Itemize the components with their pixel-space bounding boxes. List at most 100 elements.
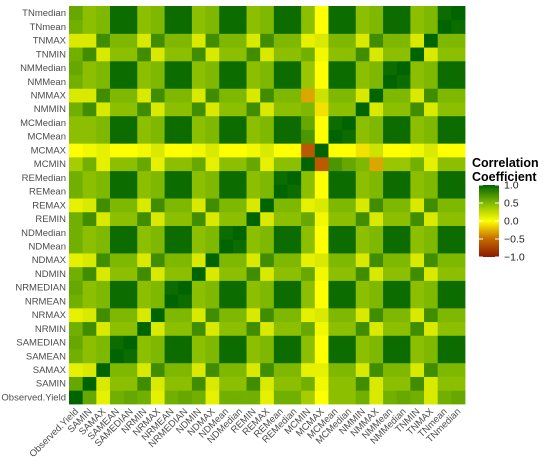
heatmap-cell [410,376,425,391]
heatmap-cell [410,253,425,268]
heatmap-cell [232,280,247,295]
heatmap-cell [328,47,343,62]
heatmap-cell [246,170,261,185]
heatmap-cell [355,198,370,213]
heatmap-cell [96,211,111,226]
y-tick-label: SAMIN [36,379,66,390]
heatmap-cell [123,266,138,281]
heatmap-cells [69,6,466,405]
heatmap-cell [396,33,411,48]
heatmap-cell [369,362,384,377]
heatmap-cell [355,156,370,172]
heatmap-cell [273,280,288,295]
heatmap-cell [424,253,439,268]
heatmap-cell [178,225,193,240]
heatmap-cell [314,362,329,377]
heatmap-cell [396,74,411,89]
heatmap-cell [396,349,411,364]
heatmap-cell [369,211,384,226]
heatmap-cell [451,211,466,226]
heatmap-cell [219,102,234,117]
y-axis-labels: Observed.Yield SAMIN SAMAX SAMEAN SAMEDIAN NR… [1,8,66,403]
heatmap-cell [260,253,275,268]
heatmap-cell [82,239,97,254]
heatmap-cell [246,60,261,76]
heatmap-cell [232,115,247,130]
heatmap-cell [260,239,275,254]
heatmap-cell [191,198,206,213]
heatmap-cell [232,33,247,48]
heatmap-cell [191,143,206,158]
heatmap-cell [273,156,288,172]
heatmap-cell [69,390,84,405]
heatmap-cell [355,349,370,364]
heatmap-cell [246,280,261,295]
heatmap-cell [150,307,165,323]
heatmap-cell [355,60,370,76]
heatmap-cell [150,74,165,89]
y-tick-label: NMMAX [31,91,67,102]
heatmap-cell [260,280,275,295]
heatmap-cell [82,184,97,199]
heatmap-cell [191,115,206,130]
heatmap-cell [328,280,343,295]
heatmap-cell [301,60,316,76]
heatmap-cell [424,335,439,350]
heatmap-cell [328,307,343,323]
heatmap-cell [69,170,84,185]
heatmap-cell [123,376,138,391]
heatmap-cell [301,253,316,268]
heatmap-cell [314,266,329,281]
heatmap-cell [410,60,425,76]
heatmap-cell [191,33,206,48]
heatmap-cell [273,143,288,158]
heatmap-cell [205,225,220,240]
heatmap-cell [410,170,425,185]
y-tick-label: REMedian [22,173,66,184]
heatmap-cell [123,143,138,158]
heatmap-cell [342,102,357,117]
heatmap-cell [301,102,316,117]
heatmap-cell [273,184,288,199]
heatmap-cell [246,390,261,405]
heatmap-cell [137,239,152,254]
heatmap-cell [164,33,179,48]
heatmap-cell [164,170,179,185]
heatmap-cell [96,6,111,21]
heatmap-cell [355,115,370,130]
heatmap-cell [355,335,370,350]
heatmap-cell [260,129,275,144]
heatmap-cell [96,19,111,34]
heatmap-cell [69,115,84,130]
heatmap-cell [191,349,206,364]
heatmap-cell [342,307,357,323]
heatmap-cell [314,390,329,405]
heatmap-cell [451,102,466,117]
heatmap-cell [137,33,152,48]
heatmap-cell [219,198,234,213]
heatmap-cell [219,33,234,48]
heatmap-cell [205,6,220,21]
heatmap-cell [355,47,370,62]
heatmap-cell [342,390,357,405]
heatmap-cell [437,280,452,295]
heatmap-cell [82,115,97,130]
heatmap-cell [383,74,398,89]
heatmap-cell [451,19,466,34]
heatmap-cell [437,184,452,199]
heatmap-cell [437,211,452,226]
heatmap-cell [96,376,111,391]
heatmap-cell [301,198,316,213]
heatmap-cell [383,225,398,240]
heatmap-cell [232,102,247,117]
heatmap-cell [355,19,370,34]
heatmap-cell [260,170,275,185]
heatmap-cell [69,74,84,89]
heatmap-cell [301,349,316,364]
heatmap-cell [82,225,97,240]
heatmap-cell [396,129,411,144]
heatmap-cell [191,184,206,199]
heatmap-cell [369,74,384,89]
heatmap-cell [424,376,439,391]
heatmap-cell [287,390,302,405]
